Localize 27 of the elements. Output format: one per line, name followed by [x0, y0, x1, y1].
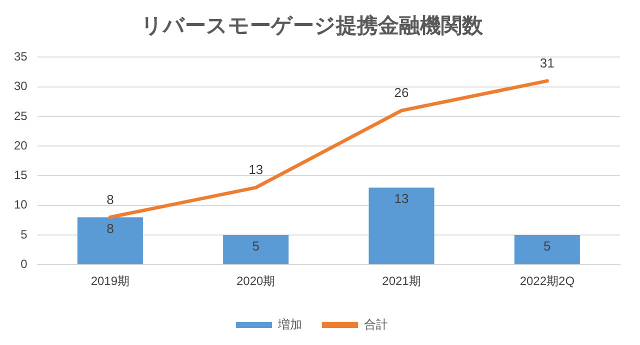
- chart-title: リバースモーゲージ提携金融機関数: [141, 13, 484, 38]
- data-label: 26: [394, 85, 409, 100]
- bar: [77, 217, 143, 264]
- data-label: 31: [540, 55, 554, 70]
- data-label: 5: [252, 238, 260, 254]
- y-tick-label: 10: [14, 198, 28, 212]
- x-tick-label: 2020期: [236, 274, 276, 288]
- x-tick-label: 2021期: [382, 274, 421, 288]
- data-label: 13: [394, 191, 409, 206]
- legend-label: 合計: [364, 317, 388, 332]
- y-tick-label: 30: [14, 79, 28, 94]
- y-tick-label: 15: [14, 168, 28, 182]
- x-tick-label: 2019期: [90, 274, 130, 288]
- data-label: 13: [248, 162, 264, 178]
- bar: [514, 234, 580, 264]
- y-tick-label: 35: [14, 50, 28, 64]
- x-tick-label: 2022期2Q: [520, 274, 575, 288]
- data-label: 8: [106, 220, 114, 236]
- bar: [368, 188, 434, 264]
- bar: [223, 234, 289, 264]
- y-tick-label: 25: [14, 108, 28, 123]
- y-tick-label: 0: [20, 256, 28, 271]
- y-tick-label: 20: [14, 138, 28, 152]
- data-label: 8: [106, 192, 114, 207]
- legend-label: 増加: [277, 317, 302, 332]
- data-label: 5: [544, 238, 551, 254]
- y-tick-label: 5: [20, 227, 28, 242]
